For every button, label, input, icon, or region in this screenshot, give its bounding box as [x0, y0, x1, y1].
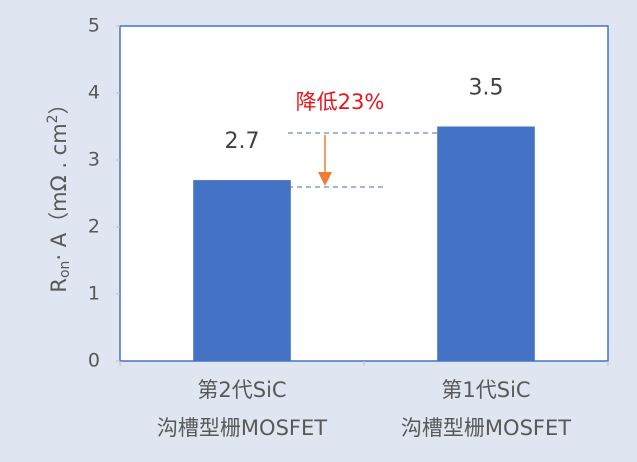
x-tick-label: 沟槽型栅MOSFET — [401, 416, 571, 440]
x-tick-label: 第2代SiC — [197, 378, 286, 402]
y-axis-label: Ron· A（mΩ . cm2） — [45, 93, 73, 292]
data-label: 2.7 — [225, 129, 260, 154]
y-tick-label: 1 — [88, 283, 100, 305]
y-tick-label: 3 — [88, 149, 100, 171]
data-label: 3.5 — [469, 76, 504, 101]
y-label-main: R — [47, 278, 71, 293]
x-tick-label: 沟槽型栅MOSFET — [157, 416, 327, 440]
y-label-sup: 2 — [45, 114, 61, 123]
y-tick-label: 4 — [88, 82, 100, 104]
annotation: 降低23% — [296, 90, 385, 114]
arrow-head — [318, 172, 332, 186]
bar — [193, 180, 291, 361]
y-tick-label: 0 — [88, 350, 100, 372]
y-tick-label: 5 — [88, 15, 100, 37]
y-label-sub: on — [57, 261, 73, 278]
x-tick-label: 第1代SiC — [441, 378, 530, 402]
y-tick-label: 2 — [88, 216, 100, 238]
bar — [437, 126, 535, 361]
y-label-end: ） — [47, 93, 71, 114]
y-label-rest: · A（mΩ . cm — [47, 123, 71, 260]
